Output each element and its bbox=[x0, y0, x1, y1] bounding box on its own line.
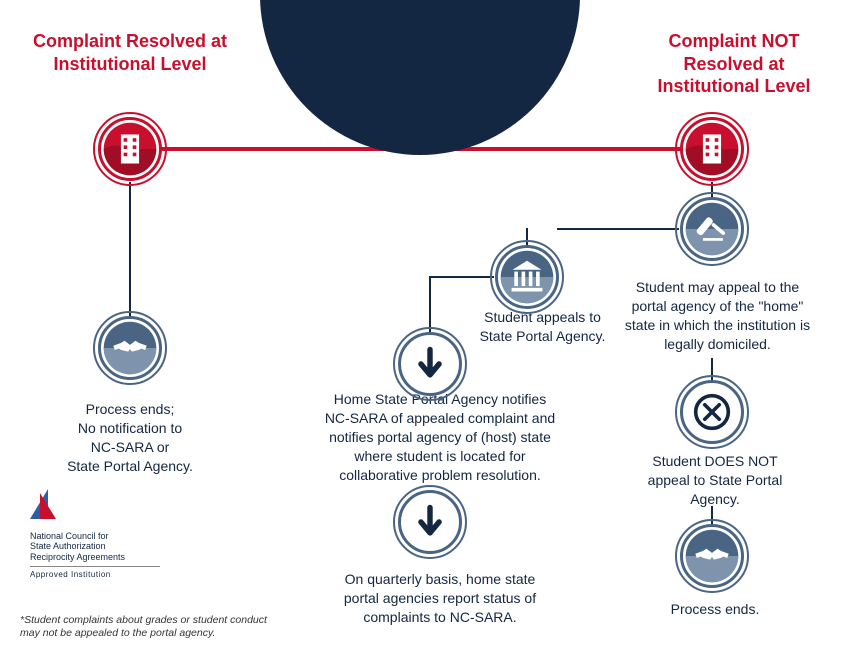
text-right-step2: Student DOES NOT appeal to State Portal … bbox=[635, 452, 795, 509]
text-right-step1: Student may appeal to the portal agency … bbox=[620, 278, 815, 354]
text-mid-step2: Home State Portal Agency notifies NC-SAR… bbox=[320, 390, 560, 484]
handshake-icon-left bbox=[98, 316, 162, 380]
heading-not-resolved: Complaint NOT Resolved at Institutional … bbox=[649, 30, 819, 98]
heading-resolved: Complaint Resolved at Institutional Leve… bbox=[25, 30, 235, 75]
handshake-icon-right bbox=[680, 524, 744, 588]
top-circle: STUDENT FILES COMPLAINT ! bbox=[260, 0, 580, 155]
arrow-down-icon-1 bbox=[398, 332, 462, 396]
line-mid-v0 bbox=[429, 276, 431, 332]
building-icon-left bbox=[98, 117, 162, 181]
gavel-icon bbox=[680, 197, 744, 261]
text-right-step3: Process ends. bbox=[650, 600, 780, 619]
line-mid-h1 bbox=[429, 276, 494, 278]
bank-icon bbox=[495, 245, 559, 309]
x-icon bbox=[680, 380, 744, 444]
line-h-gavel-bank bbox=[557, 228, 679, 230]
building-icon-right bbox=[680, 117, 744, 181]
text-left-outcome: Process ends; No notification to NC-SARA… bbox=[55, 400, 205, 476]
text-mid-step3: On quarterly basis, home state portal ag… bbox=[330, 570, 550, 627]
ncsara-logo: National Council for State Authorization… bbox=[30, 489, 160, 579]
line-left-v bbox=[129, 182, 131, 317]
footnote: *Student complaints about grades or stud… bbox=[20, 614, 280, 641]
text-mid-step1: Student appeals to State Portal Agency. bbox=[475, 308, 610, 346]
arrow-down-icon-2 bbox=[398, 490, 462, 554]
person-icon: ! bbox=[375, 0, 465, 5]
approved-label: Approved Institution bbox=[30, 566, 160, 579]
org-name: National Council for State Authorization… bbox=[30, 531, 160, 563]
